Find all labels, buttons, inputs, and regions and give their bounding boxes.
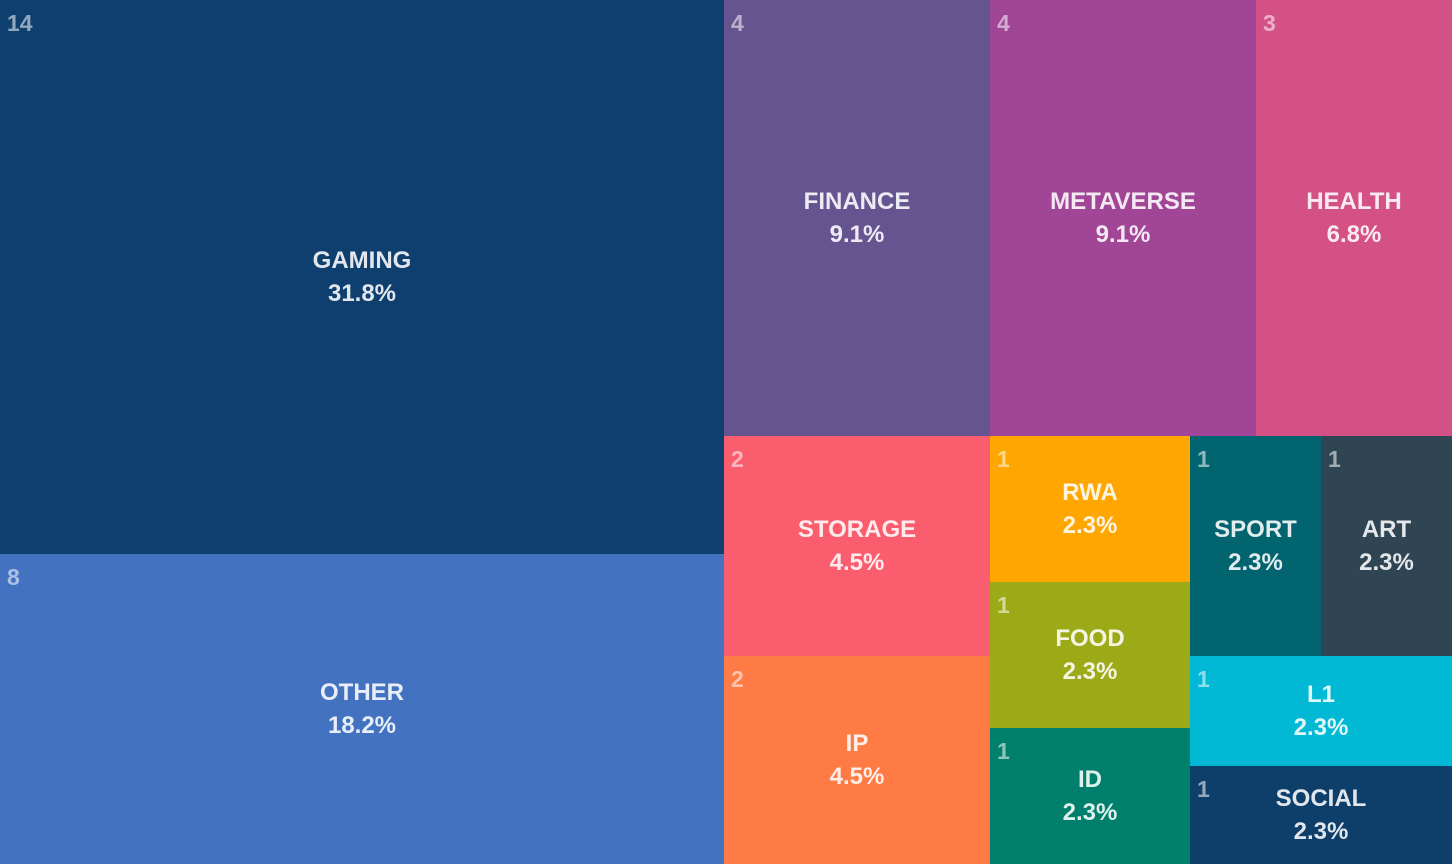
- tile-count-social: 1: [1197, 776, 1210, 802]
- tile-count-l1: 1: [1197, 666, 1210, 692]
- treemap-tile-rwa: 1 RWA 2.3%: [990, 436, 1190, 582]
- tile-count-art: 1: [1328, 446, 1341, 472]
- treemap-tile-id: 1 ID 2.3%: [990, 728, 1190, 864]
- tile-percent-food: 2.3%: [1062, 658, 1118, 685]
- treemap-tile-storage: 2 STORAGE 4.5%: [724, 436, 990, 656]
- tile-label-social: SOCIAL: [1275, 785, 1367, 812]
- tile-percent-sport: 2.3%: [1228, 549, 1283, 576]
- tile-percent-storage: 4.5%: [829, 549, 885, 576]
- tile-label-id: ID: [1078, 766, 1102, 793]
- tile-percent-health: 6.8%: [1326, 221, 1382, 248]
- treemap-tile-gaming: 14 GAMING 31.8%: [0, 0, 724, 554]
- treemap-tile-art: 1 ART 2.3%: [1321, 436, 1452, 656]
- tile-count-finance: 4: [731, 10, 744, 36]
- tile-percent-l1: 2.3%: [1293, 714, 1349, 741]
- tile-percent-metaverse: 9.1%: [1095, 221, 1151, 248]
- tile-label-art: ART: [1361, 516, 1412, 543]
- tile-label-finance: FINANCE: [803, 188, 911, 215]
- treemap-tile-l1: 1 L1 2.3%: [1190, 656, 1452, 766]
- tile-percent-id: 2.3%: [1062, 799, 1118, 826]
- tile-label-food: FOOD: [1055, 625, 1125, 652]
- tile-label-rwa: RWA: [1062, 479, 1118, 506]
- tile-percent-gaming: 31.8%: [327, 280, 397, 307]
- tile-count-id: 1: [997, 738, 1010, 764]
- treemap-tile-finance: 4 FINANCE 9.1%: [724, 0, 990, 436]
- tile-count-sport: 1: [1197, 446, 1210, 472]
- treemap-tile-food: 1 FOOD 2.3%: [990, 582, 1190, 728]
- tile-percent-rwa: 2.3%: [1062, 512, 1118, 539]
- tile-percent-social: 2.3%: [1293, 818, 1349, 845]
- tile-label-l1: L1: [1306, 681, 1335, 708]
- tile-label-health: HEALTH: [1306, 188, 1402, 215]
- treemap-tile-ip: 2 IP 4.5%: [724, 656, 990, 864]
- treemap-tile-social: 1 SOCIAL 2.3%: [1190, 766, 1452, 864]
- tile-count-rwa: 1: [997, 446, 1010, 472]
- treemap-tile-sport: 1 SPORT 2.3%: [1190, 436, 1321, 656]
- tile-count-other: 8: [7, 564, 20, 590]
- tile-label-other: OTHER: [320, 679, 404, 706]
- tile-count-gaming: 14: [7, 10, 33, 36]
- tile-percent-art: 2.3%: [1359, 549, 1414, 576]
- treemap-tile-other: 8 OTHER 18.2%: [0, 554, 724, 864]
- tile-percent-finance: 9.1%: [829, 221, 885, 248]
- tile-label-ip: IP: [845, 730, 869, 757]
- treemap-tile-health: 3 HEALTH 6.8%: [1256, 0, 1452, 436]
- tile-label-storage: STORAGE: [797, 516, 917, 543]
- tile-label-metaverse: METAVERSE: [1050, 188, 1196, 215]
- tile-count-ip: 2: [731, 666, 744, 692]
- treemap-tile-metaverse: 4 METAVERSE 9.1%: [990, 0, 1256, 436]
- tile-label-sport: SPORT: [1214, 516, 1297, 543]
- tile-percent-other: 18.2%: [327, 712, 397, 739]
- tile-count-food: 1: [997, 592, 1010, 618]
- tile-count-storage: 2: [731, 446, 744, 472]
- tile-count-health: 3: [1263, 10, 1276, 36]
- tile-percent-ip: 4.5%: [829, 763, 885, 790]
- tile-count-metaverse: 4: [997, 10, 1010, 36]
- tile-label-gaming: GAMING: [312, 247, 412, 274]
